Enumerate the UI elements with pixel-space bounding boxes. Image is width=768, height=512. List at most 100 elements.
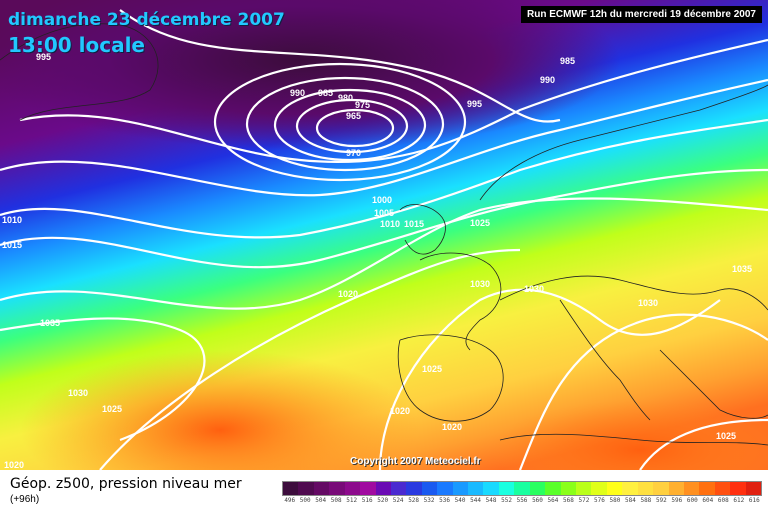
scale-swatch — [606, 482, 623, 495]
scale-tick: 508 — [330, 497, 342, 504]
coastlines — [0, 23, 768, 446]
scale-swatch — [437, 482, 453, 495]
scale-tick: 500 — [299, 497, 311, 504]
scale-tick: 604 — [702, 497, 714, 504]
scale-tick: 512 — [346, 497, 358, 504]
scale-tick: 504 — [315, 497, 327, 504]
svg-text:1025: 1025 — [716, 431, 736, 441]
scale-tick: 524 — [392, 497, 404, 504]
svg-text:985: 985 — [318, 88, 333, 98]
scale-tick: 520 — [377, 497, 389, 504]
scale-swatch — [360, 482, 376, 495]
svg-text:1005: 1005 — [374, 208, 394, 218]
scale-swatch — [483, 482, 499, 495]
svg-text:980: 980 — [338, 93, 353, 103]
svg-text:990: 990 — [290, 88, 305, 98]
svg-text:1010: 1010 — [2, 215, 22, 225]
scale-swatch — [468, 482, 484, 495]
isobars — [0, 9, 768, 470]
scale-swatch — [406, 482, 422, 495]
forecast-time: 13:00 locale — [8, 33, 145, 57]
svg-text:1015: 1015 — [2, 240, 22, 250]
svg-text:1030: 1030 — [470, 279, 490, 289]
scale-swatch — [745, 482, 762, 495]
scale-tick: 532 — [423, 497, 435, 504]
scale-tick: 496 — [284, 497, 296, 504]
scale-swatch — [514, 482, 530, 495]
scale-tick: 564 — [547, 497, 559, 504]
scale-swatch — [637, 482, 654, 495]
svg-text:990: 990 — [540, 75, 555, 85]
scale-swatch — [498, 482, 515, 495]
svg-text:1020: 1020 — [4, 460, 24, 470]
scale-tick: 568 — [563, 497, 574, 504]
scale-swatch — [576, 482, 592, 495]
scale-swatch — [344, 482, 361, 495]
scale-tick: 596 — [671, 497, 683, 504]
low-pressure-core — [0, 0, 620, 150]
scale-tick: 592 — [655, 497, 667, 504]
svg-text:985: 985 — [560, 56, 575, 66]
svg-text:1010: 1010 — [380, 219, 400, 229]
svg-text:1025: 1025 — [102, 404, 122, 414]
svg-text:1015: 1015 — [404, 219, 424, 229]
scale-tick: 608 — [717, 497, 729, 504]
svg-text:1020: 1020 — [338, 289, 358, 299]
scale-swatch — [421, 482, 438, 495]
svg-text:995: 995 — [36, 52, 51, 62]
scale-swatch — [545, 482, 561, 495]
scale-tick: 616 — [748, 497, 760, 504]
svg-text:1020: 1020 — [442, 422, 462, 432]
scale-tick: 544 — [470, 497, 481, 504]
scale-tick: 584 — [624, 497, 636, 504]
isobar-labels: 995 990 985 980 975 965 970 985 990 995 … — [2, 52, 752, 470]
scale-swatch — [390, 482, 407, 495]
scale-tick: 600 — [686, 497, 698, 504]
scale-tick: 528 — [408, 497, 420, 504]
run-label: Run ECMWF 12h du mercredi 19 décembre 20… — [521, 6, 762, 23]
legend-title: Géop. z500, pression niveau mer — [10, 476, 242, 492]
scale-swatch — [699, 482, 715, 495]
scale-swatch — [298, 482, 314, 495]
color-scale-ticks: 496 500 504 508 512 516 520 524 528 532 536 540 544 5… — [282, 497, 762, 509]
svg-text:970: 970 — [346, 148, 361, 158]
svg-text:1030: 1030 — [68, 388, 88, 398]
scale-tick: 576 — [594, 497, 605, 504]
scale-swatch — [560, 482, 577, 495]
svg-text:965: 965 — [346, 111, 361, 121]
scale-swatch — [529, 482, 546, 495]
scale-tick: 556 — [516, 497, 528, 504]
forecast-date: dimanche 23 décembre 2007 — [8, 10, 285, 30]
scale-tick: 516 — [361, 497, 373, 504]
scale-swatch — [653, 482, 669, 495]
scale-tick: 560 — [532, 497, 543, 504]
svg-text:995: 995 — [467, 99, 482, 109]
scale-tick: 536 — [439, 497, 450, 504]
scale-tick: 552 — [501, 497, 512, 504]
scale-swatch — [591, 482, 607, 495]
scale-swatch — [313, 482, 330, 495]
svg-text:1020: 1020 — [390, 406, 410, 416]
svg-text:1035: 1035 — [732, 264, 752, 274]
svg-text:1030: 1030 — [638, 298, 658, 308]
svg-text:1035: 1035 — [40, 318, 60, 328]
scale-tick: 588 — [640, 497, 652, 504]
scale-swatch — [683, 482, 700, 495]
pressure-map: 995 990 985 980 975 965 970 985 990 995 … — [0, 0, 768, 470]
scale-swatch — [329, 482, 345, 495]
svg-text:1025: 1025 — [422, 364, 442, 374]
scale-swatch — [668, 482, 684, 495]
copyright: Copyright 2007 Meteociel.fr — [350, 456, 481, 467]
scale-swatch — [283, 482, 299, 495]
svg-text:975: 975 — [355, 100, 370, 110]
scale-swatch — [714, 482, 731, 495]
legend-subtitle: (+96h) — [10, 494, 40, 505]
scale-tick: 612 — [733, 497, 745, 504]
svg-text:1025: 1025 — [470, 218, 490, 228]
scale-tick: 572 — [578, 497, 590, 504]
scale-tick: 580 — [609, 497, 621, 504]
color-scale — [282, 481, 762, 496]
warm-anomaly-east — [490, 400, 768, 470]
svg-text:1030: 1030 — [524, 284, 544, 294]
